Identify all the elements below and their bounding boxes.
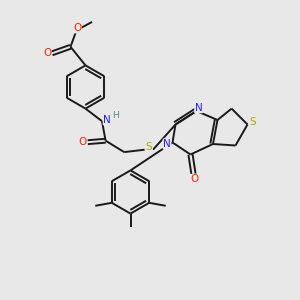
Text: O: O bbox=[73, 23, 82, 33]
Text: O: O bbox=[43, 48, 51, 58]
Text: N: N bbox=[163, 139, 171, 149]
Text: N: N bbox=[103, 115, 111, 125]
Text: H: H bbox=[112, 111, 119, 120]
Text: S: S bbox=[250, 117, 256, 127]
Text: O: O bbox=[79, 136, 87, 147]
Text: S: S bbox=[146, 142, 152, 152]
Text: N: N bbox=[195, 103, 203, 113]
Text: O: O bbox=[190, 174, 198, 184]
